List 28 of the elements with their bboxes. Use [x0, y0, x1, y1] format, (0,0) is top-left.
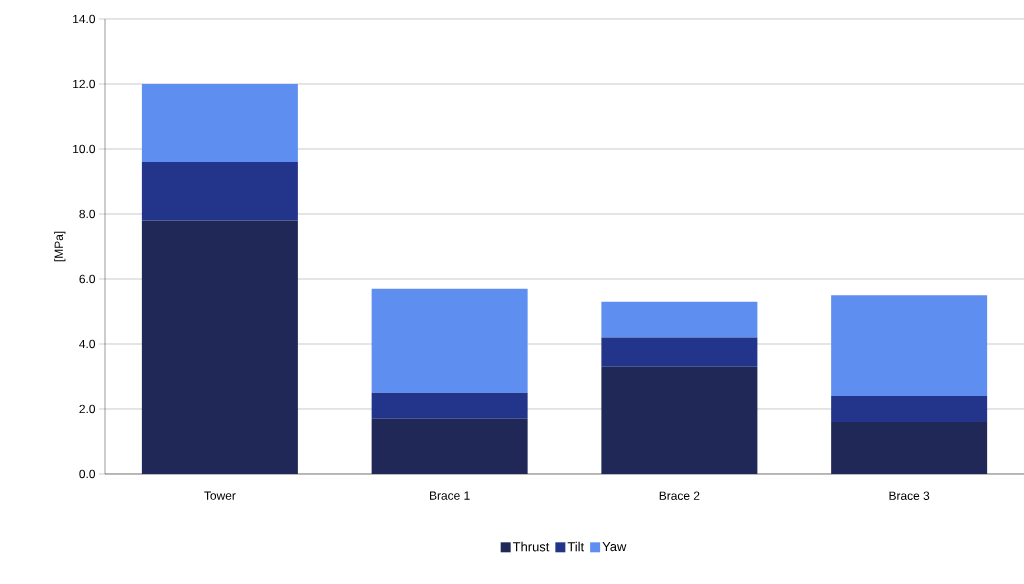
y-tick-label: 8.0: [79, 209, 96, 219]
y-tick-label: 0.0: [79, 469, 96, 479]
bar: [141, 83, 298, 162]
bar: [371, 392, 528, 419]
y-tick-label: 2.0: [79, 404, 96, 414]
bar: [601, 366, 758, 474]
x-tick-label: Brace 2: [659, 491, 700, 500]
y-tick-label: 4.0: [79, 339, 96, 349]
x-tick-label: Brace 3: [889, 491, 930, 500]
bar: [831, 295, 988, 396]
bar: [601, 337, 758, 367]
bar: [141, 220, 298, 474]
bar: [601, 301, 758, 338]
legend-label: Tilt: [567, 541, 585, 552]
legend-label: Yaw: [602, 542, 627, 552]
y-tick-label: 10.0: [73, 144, 96, 154]
x-tick-label: Brace 1: [430, 491, 470, 500]
bar: [141, 161, 298, 221]
y-tick-label: 14.0: [73, 14, 96, 24]
bar: [831, 421, 988, 474]
legend-label: Thrust: [512, 541, 550, 552]
y-axis-title: [MPa]: [54, 231, 66, 262]
bar: [831, 395, 988, 422]
y-tick-label: 6.0: [79, 274, 96, 284]
bar: [371, 288, 528, 393]
y-tick-label: 12.0: [73, 79, 96, 89]
bar: [371, 418, 528, 474]
x-tick-label: Tower: [204, 491, 236, 500]
